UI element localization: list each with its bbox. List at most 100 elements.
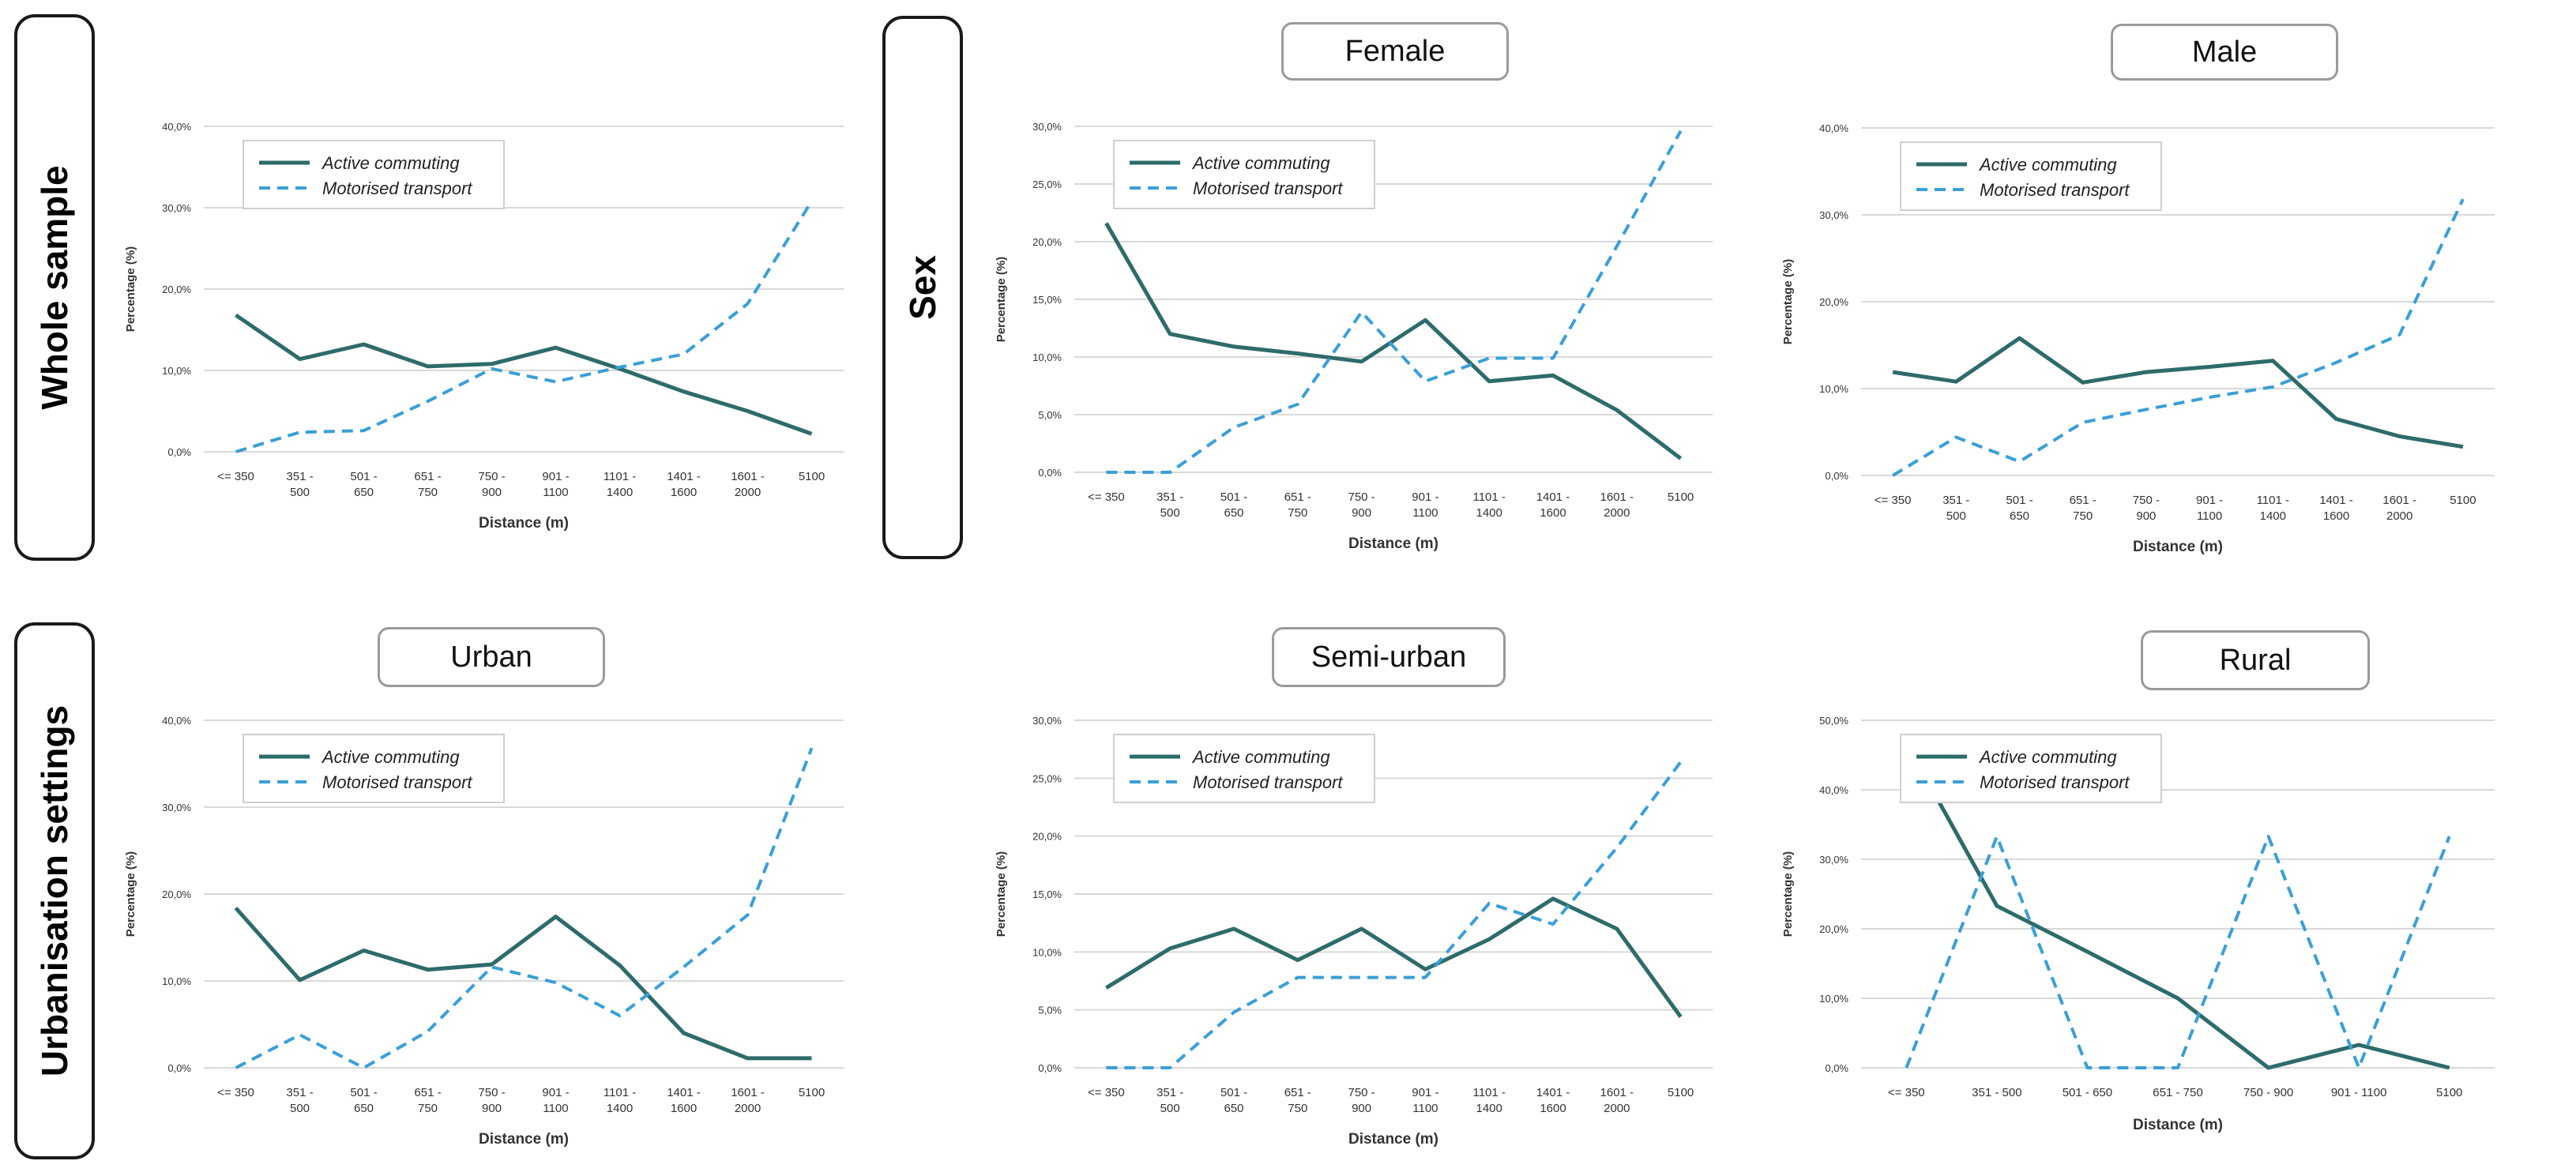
legend-box xyxy=(243,734,505,803)
y-tick-label: 15,0% xyxy=(1032,294,1062,306)
series-line-motorised-transport xyxy=(235,747,814,1069)
x-tick-label: <= 350 xyxy=(1088,1086,1125,1099)
legend-box xyxy=(1113,734,1375,803)
x-axis-label: Distance (m) xyxy=(2133,1117,2223,1133)
data-point xyxy=(1423,379,1427,384)
x-tick-label: <= 350 xyxy=(217,1086,254,1099)
sex-row-box: Sex xyxy=(882,16,963,559)
data-point xyxy=(1104,986,1108,990)
data-point xyxy=(1615,926,1619,931)
data-point xyxy=(1551,373,1555,378)
x-tick-label: 501 -650 xyxy=(1220,490,1247,520)
x-tick-label: <= 350 xyxy=(1875,494,1912,507)
x-tick-label: 351 -500 xyxy=(286,1086,313,1115)
data-point xyxy=(2397,434,2402,439)
y-tick-label: 30,0% xyxy=(1032,121,1062,133)
y-tick-label: 5,0% xyxy=(1038,1005,1062,1016)
x-tick-label: 351 -500 xyxy=(1156,1086,1183,1115)
data-point xyxy=(682,1031,686,1035)
series-line-active-commuting xyxy=(1104,222,1683,460)
legend-box xyxy=(1900,141,2162,211)
legend-label: Active commuting xyxy=(321,747,460,767)
y-tick-label: 20,0% xyxy=(1819,923,1848,935)
data-point xyxy=(1423,975,1427,980)
x-tick-label: 5100 xyxy=(2436,1086,2462,1099)
legend-label: Motorised transport xyxy=(322,772,472,792)
data-point xyxy=(2334,417,2339,422)
data-point xyxy=(2175,1065,2180,1070)
y-tick-label: 10,0% xyxy=(1032,946,1062,958)
y-axis-label: Percentage (%) xyxy=(995,257,1008,342)
data-point xyxy=(2175,996,2180,1001)
x-tick-label: 651 -750 xyxy=(414,1086,441,1115)
y-tick-label: 30,0% xyxy=(162,202,191,214)
y-tick-label: 20,0% xyxy=(1819,296,1848,308)
legend-label: Motorised transport xyxy=(1980,772,2130,792)
data-point xyxy=(2018,459,2022,464)
y-tick-label: 10,0% xyxy=(1032,351,1062,363)
y-tick-label: 30,0% xyxy=(1032,715,1062,727)
y-tick-label: 20,0% xyxy=(1032,831,1062,843)
data-point xyxy=(1104,221,1108,226)
y-axis-label: Percentage (%) xyxy=(124,246,137,332)
data-point xyxy=(1995,834,1999,839)
data-point xyxy=(2207,365,2212,370)
data-point xyxy=(618,1013,622,1018)
data-point xyxy=(234,1065,239,1070)
legend-label: Active commuting xyxy=(1191,747,1330,767)
data-point xyxy=(682,389,686,394)
data-point xyxy=(1168,332,1172,336)
data-point xyxy=(1423,317,1427,322)
data-point xyxy=(2270,359,2275,363)
x-tick-label: 5100 xyxy=(799,1086,825,1099)
data-point xyxy=(426,967,431,972)
panel-title-male: Male xyxy=(2111,24,2338,81)
data-point xyxy=(1551,896,1555,901)
data-point xyxy=(362,949,367,953)
x-tick-label: 651 -750 xyxy=(1284,1086,1311,1115)
data-point xyxy=(490,964,495,969)
chart-whole: 0,0% 10,0% 20,0% 30,0% 40,0% Percentage (%) <=… xyxy=(124,121,844,532)
data-point xyxy=(554,345,558,350)
data-point xyxy=(1359,359,1364,364)
x-tick-label: 351 -500 xyxy=(1156,490,1183,520)
data-point xyxy=(1359,310,1364,314)
data-point xyxy=(2270,385,2275,389)
x-tick-label: 1601 -2000 xyxy=(2382,494,2416,523)
data-point xyxy=(1615,244,1619,249)
data-point xyxy=(1232,425,1236,430)
data-point xyxy=(1679,1014,1683,1019)
x-tick-label: 901 -1100 xyxy=(1412,490,1438,520)
y-tick-label: 10,0% xyxy=(1819,993,1848,1005)
data-point xyxy=(1296,958,1300,963)
x-tick-label: 901 - 1100 xyxy=(2331,1086,2387,1099)
data-point xyxy=(426,1029,431,1034)
y-axis-label: Percentage (%) xyxy=(124,851,137,937)
y-tick-label: 20,0% xyxy=(162,889,191,900)
x-tick-label: 901 -1100 xyxy=(1412,1086,1438,1115)
x-tick-label: 651 -750 xyxy=(2070,494,2097,523)
data-point xyxy=(362,1065,367,1070)
x-tick-label: <= 350 xyxy=(1088,490,1125,504)
data-point xyxy=(1904,1065,1908,1070)
x-tick-label: 1401 -1600 xyxy=(667,1086,701,1115)
series-line-motorised-transport xyxy=(1106,130,1683,474)
x-axis-label: Distance (m) xyxy=(1348,1131,1438,1148)
data-point xyxy=(746,302,750,306)
data-point xyxy=(2447,1065,2452,1070)
x-tick-label: 501 -650 xyxy=(1220,1086,1247,1115)
data-point xyxy=(554,379,558,384)
data-point xyxy=(1487,901,1491,906)
y-axis-label: Percentage (%) xyxy=(995,851,1008,937)
data-point xyxy=(1890,473,1895,478)
y-tick-label: 50,0% xyxy=(1819,715,1848,727)
chart-semi-urban: 0,0% 5,0% 10,0% 15,0% 20,0% 25,0% 30,0% Percent… xyxy=(995,715,1713,1148)
data-point xyxy=(2018,336,2022,340)
data-point xyxy=(2081,420,2085,425)
x-tick-label: 351 - 500 xyxy=(1972,1086,2021,1099)
x-tick-label: 901 -1100 xyxy=(542,470,569,499)
y-tick-label: 0,0% xyxy=(1825,470,1848,482)
x-tick-label: 1601 -2000 xyxy=(731,1086,765,1115)
data-point xyxy=(1232,344,1236,349)
